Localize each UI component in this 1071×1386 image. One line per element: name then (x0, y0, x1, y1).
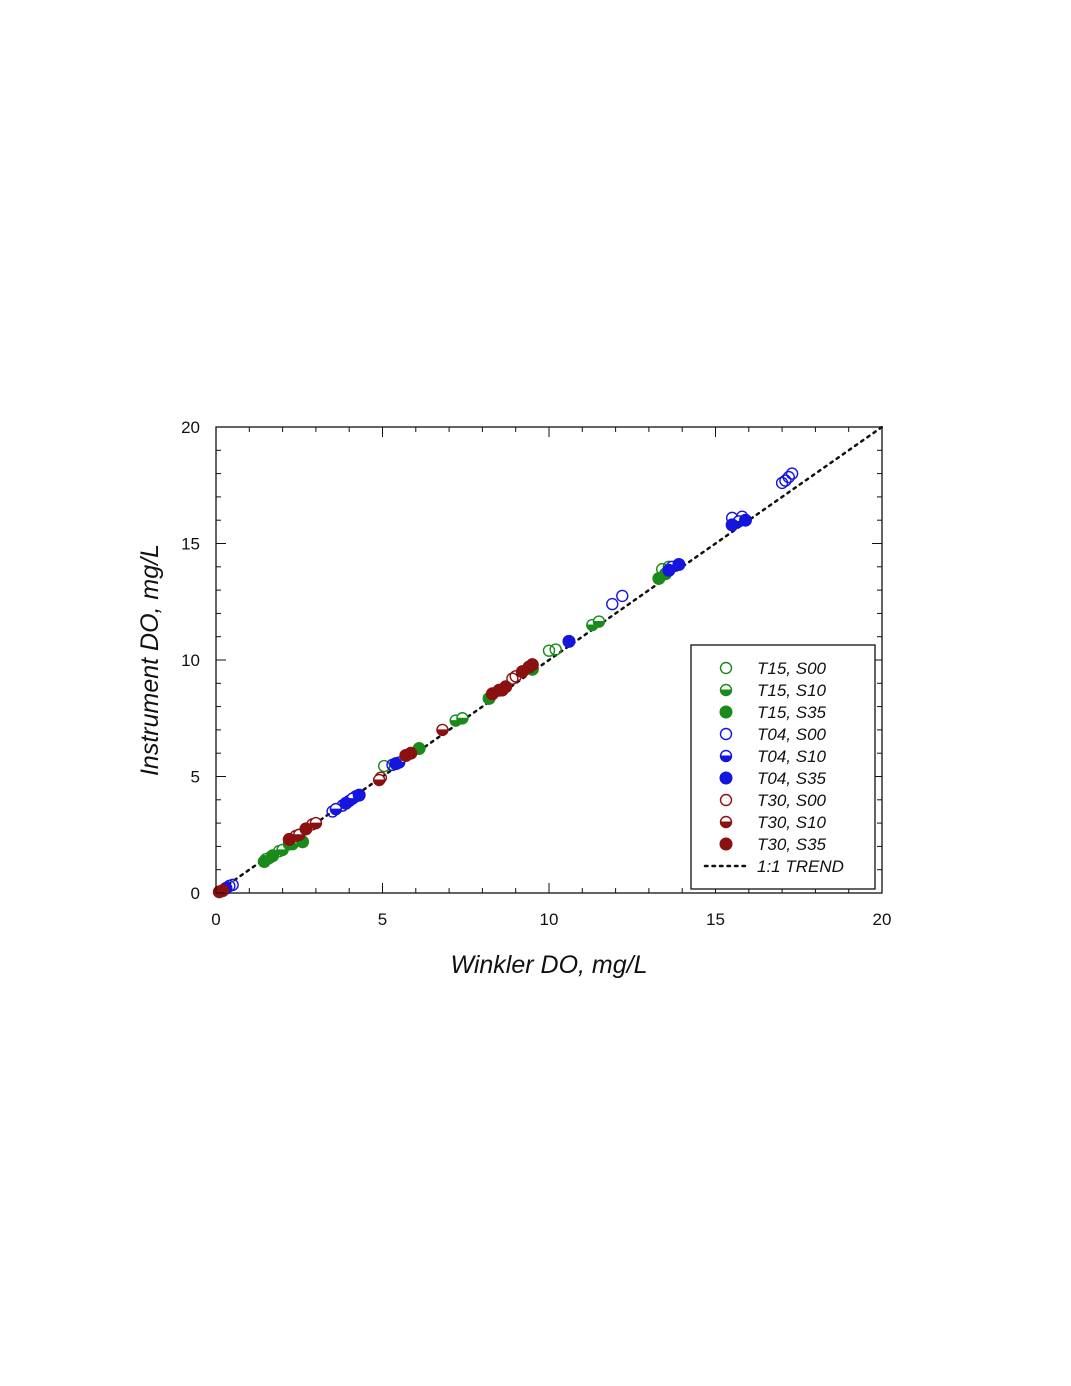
data-point (542, 644, 556, 657)
plot-area (212, 425, 884, 899)
data-point (738, 513, 752, 527)
data-point (266, 849, 280, 863)
data-point (549, 643, 562, 656)
data-point (592, 615, 606, 628)
y-tick-labels: 0 5 10 15 20 (181, 418, 200, 903)
legend-label: T30, S00 (757, 791, 827, 810)
legend-marker (719, 661, 733, 675)
legend-label: T15, S00 (757, 659, 827, 678)
data-point (606, 597, 619, 611)
legend-label: T04, S00 (757, 725, 827, 744)
data-point (562, 634, 576, 648)
data-point (782, 470, 795, 484)
legend-marker (719, 793, 733, 807)
legend-marker (719, 727, 733, 741)
x-tick-label: 10 (540, 910, 559, 929)
legend-label: T15, S10 (757, 681, 827, 700)
x-tick-label: 0 (211, 910, 220, 929)
x-tick-label: 5 (378, 910, 387, 929)
data-point (775, 476, 789, 490)
data-point (672, 557, 686, 571)
data-point (309, 816, 323, 830)
data-point (785, 467, 799, 480)
data-point (282, 832, 296, 846)
legend-label: T04, S10 (757, 747, 827, 766)
data-point (404, 746, 418, 760)
legend-marker (719, 837, 733, 851)
legend-item: T15, S35 (719, 703, 827, 722)
x-tick-label: 20 (873, 910, 892, 929)
legend-item: T30, S00 (719, 791, 827, 810)
legend-marker (719, 771, 733, 785)
x-tick-label: 15 (706, 910, 725, 929)
data-point (299, 822, 313, 836)
legend-label: T04, S35 (757, 769, 827, 788)
data-point (329, 802, 343, 816)
legend-marker (719, 705, 733, 719)
data-point (339, 796, 353, 810)
legend-item: T15, S10 (719, 681, 827, 700)
series-t30-s35 (212, 658, 539, 899)
trend-line (214, 425, 884, 895)
legend-label: T30, S35 (757, 835, 827, 854)
y-axis-title: Instrument DO, mg/L (136, 544, 164, 776)
axis-ticks (215, 426, 883, 894)
data-point (725, 518, 739, 532)
legend: T15, S00 T15, S10 T15, S35 T04, S00 T04, S10… (690, 644, 876, 890)
data-point (216, 884, 230, 898)
data-point (506, 672, 519, 685)
y-tick-label: 10 (181, 651, 200, 670)
legend-marker (719, 683, 733, 697)
legend-item: T30, S35 (719, 835, 827, 854)
data-point (662, 563, 676, 577)
x-axis-title: Winkler DO, mg/L (450, 951, 647, 979)
legend-item: T30, S10 (719, 813, 827, 832)
legend-label: T15, S35 (757, 703, 827, 722)
data-point (616, 589, 629, 603)
legend-item: 1:1 TREND (703, 857, 844, 876)
x-tick-labels: 0 5 10 15 20 (211, 910, 891, 929)
data-point (352, 788, 366, 802)
legend-item: T15, S00 (719, 659, 827, 678)
legend-item: T04, S10 (719, 747, 827, 766)
data-point (499, 680, 513, 694)
y-tick-label: 15 (181, 535, 200, 554)
y-tick-label: 5 (191, 768, 200, 787)
data-point (389, 757, 403, 771)
series-t15-s00 (263, 560, 676, 865)
legend-marker (719, 749, 733, 763)
data-point (377, 759, 391, 773)
data-point (436, 723, 449, 737)
data-point (372, 773, 386, 787)
legend-label: T30, S10 (757, 813, 827, 832)
y-tick-label: 20 (181, 418, 200, 437)
legend-item: T04, S00 (719, 725, 827, 744)
legend-label: 1:1 TREND (757, 857, 844, 876)
data-point (779, 474, 792, 487)
legend-item: T04, S35 (719, 769, 827, 788)
legend-marker (719, 815, 733, 829)
data-point (525, 658, 539, 672)
y-tick-label: 0 (191, 884, 200, 903)
data-point (456, 712, 469, 725)
